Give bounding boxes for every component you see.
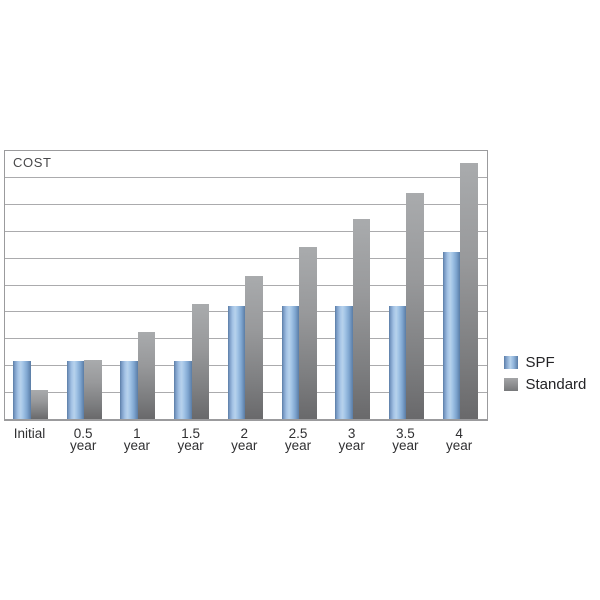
x-axis-label-initial: Initial (13, 426, 46, 441)
bar-spf-2-year (227, 306, 246, 419)
bar-spf-0.5-year (66, 361, 85, 419)
bar-standard-4-year (460, 163, 478, 419)
bar-spf-1-year (120, 361, 138, 419)
bars-layer (5, 151, 487, 419)
legend: SPF Standard (504, 354, 586, 393)
plot-area: COST (4, 150, 488, 421)
bar-standard-1-year (137, 331, 156, 419)
bar-standard-0.5-year (84, 360, 102, 419)
bar-standard-3-year (352, 219, 371, 419)
bar-spf-2.5-year (281, 306, 299, 419)
gridline (5, 257, 487, 259)
x-axis-label-2-year: 2 year (231, 426, 258, 453)
bar-spf-1.5-year (174, 361, 192, 419)
bar-spf-4-year (442, 251, 461, 419)
x-axis-label-3-year: 3 year (338, 426, 365, 453)
legend-item-standard: Standard (504, 376, 586, 393)
gridline (5, 230, 487, 232)
standard-legend-label: Standard (525, 376, 587, 393)
bar-spf-initial (13, 361, 31, 419)
bar-spf-3-year (335, 306, 353, 419)
bar-spf-3.5-year (388, 306, 407, 419)
bar-standard-1.5-year (191, 303, 210, 419)
bar-standard-2.5-year (299, 247, 317, 419)
x-axis-label-3.5-year: 3.5 year (392, 426, 419, 453)
standard-legend-swatch (504, 377, 518, 392)
bar-standard-initial (30, 389, 48, 419)
spf-legend-swatch (504, 355, 518, 370)
x-axis-label-0.5-year: 0.5 year (70, 426, 97, 453)
bar-standard-2-year (245, 275, 263, 419)
gridline (5, 177, 487, 179)
bar-standard-3.5-year (406, 192, 424, 419)
spf-legend-label: SPF (525, 354, 555, 371)
gridline (5, 204, 487, 206)
chart-title: COST (13, 155, 52, 170)
x-axis-labels: Initial 0.5 year 1 year 1.5 year 2 year 2.5 year 3 y… (0, 426, 600, 458)
x-axis-label-1-year: 1 year (123, 426, 151, 453)
legend-item-spf: SPF (504, 354, 586, 371)
x-axis-label-2.5-year: 2.5 year (284, 426, 312, 453)
x-axis-label-4-year: 4 year (445, 426, 473, 453)
x-axis-label-1.5-year: 1.5 year (177, 426, 204, 453)
